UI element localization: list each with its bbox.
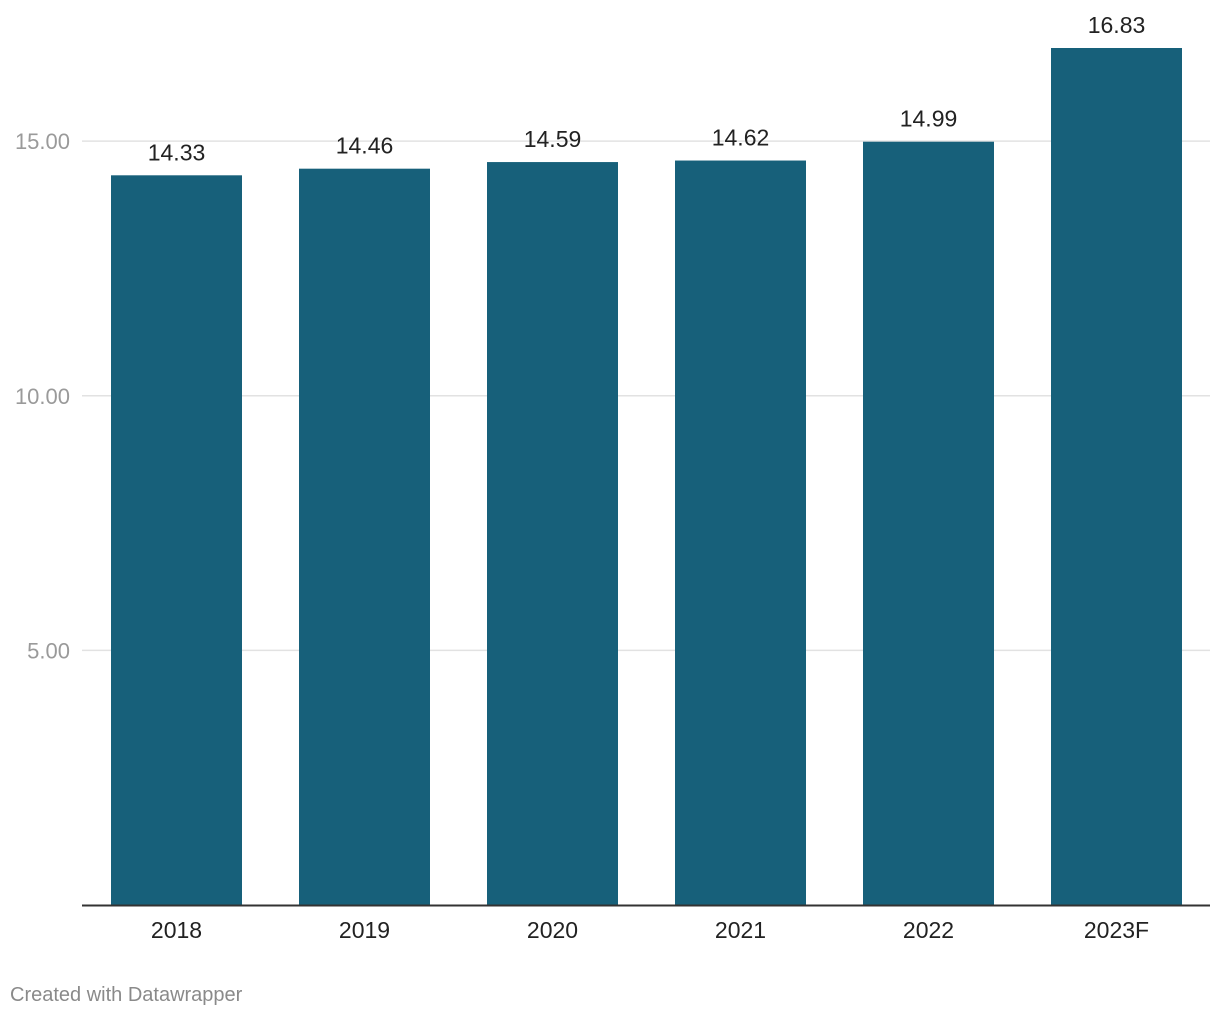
bar [299, 168, 430, 905]
x-tick-label: 2022 [903, 917, 954, 943]
x-tick-label: 2019 [339, 917, 390, 943]
x-tick-label: 2020 [527, 917, 578, 943]
y-tick-label: 5.00 [27, 638, 70, 663]
bar [111, 175, 242, 905]
x-tick-label: 2018 [151, 917, 202, 943]
bar [863, 141, 994, 906]
credit-text[interactable]: Created with Datawrapper [10, 984, 243, 1006]
bar-value-label: 14.46 [336, 133, 394, 159]
bar-value-label: 14.33 [148, 139, 206, 165]
bar-value-label: 14.59 [524, 126, 582, 152]
y-tick-label: 15.00 [15, 129, 70, 154]
bar [1051, 48, 1182, 905]
bar-value-label: 14.62 [712, 125, 770, 151]
x-tick-label: 2023F [1084, 917, 1149, 943]
y-tick-label: 10.00 [15, 384, 70, 409]
bar-value-label: 16.83 [1088, 12, 1146, 38]
bar [675, 160, 806, 906]
bar-value-label: 14.99 [900, 106, 958, 132]
bar [487, 162, 618, 905]
x-tick-label: 2021 [715, 917, 766, 943]
